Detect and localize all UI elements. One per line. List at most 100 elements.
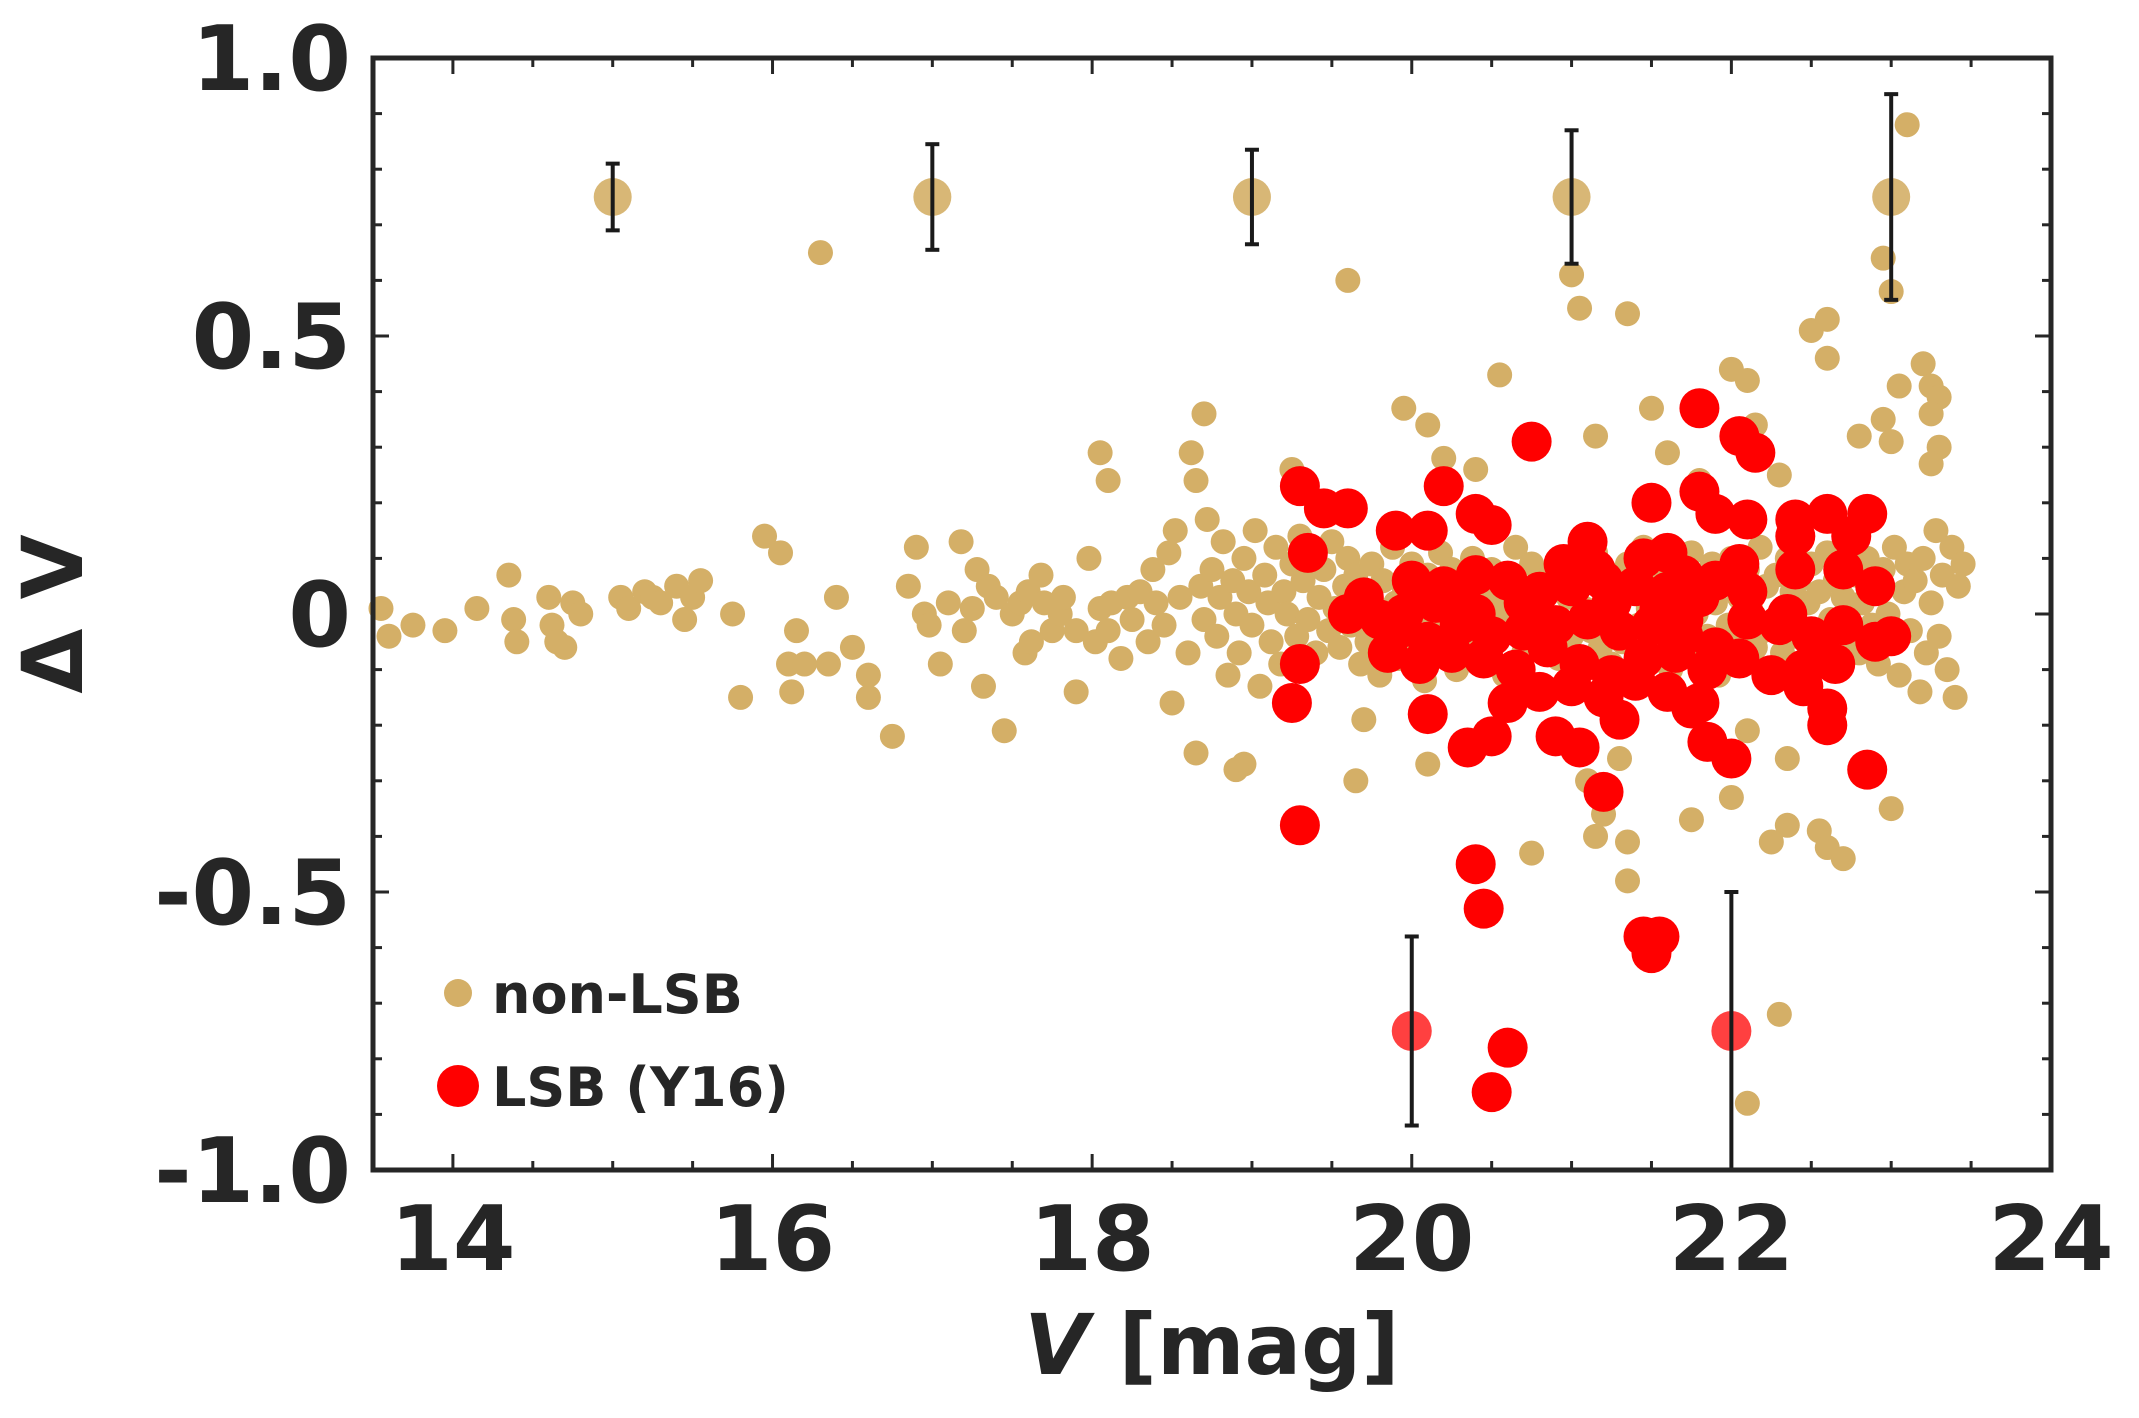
non-lsb-point	[1327, 634, 1353, 660]
legend-label-non-lsb: non-LSB	[492, 963, 743, 1026]
lsb-point	[1431, 632, 1472, 673]
non-lsb-point	[1191, 401, 1217, 427]
non-lsb-point	[1087, 440, 1113, 466]
non-lsb-point	[672, 607, 698, 633]
lsb-point	[1855, 566, 1896, 607]
non-lsb-point	[1263, 534, 1289, 560]
non-lsb-point	[1415, 412, 1441, 438]
x-tick-label: 22	[1669, 1187, 1794, 1292]
lsb-point	[1599, 699, 1640, 740]
lsb-point	[1511, 421, 1552, 462]
lsb-point	[1727, 599, 1768, 640]
non-lsb-point	[855, 662, 881, 688]
lsb-point	[1719, 543, 1760, 584]
non-lsb-point	[1290, 568, 1316, 594]
non-lsb-point	[648, 590, 674, 616]
lsb-point	[1375, 510, 1416, 551]
non-lsb-point	[1894, 112, 1920, 138]
tick-labels: 14 16 18 20 22 24 1.0 0.5 0 -0.5 -1.0	[154, 7, 2113, 1292]
non-lsb-point	[1918, 451, 1944, 477]
lsb-point	[1847, 749, 1888, 790]
non-lsb-point	[1119, 607, 1145, 633]
non-lsb-point	[568, 601, 594, 627]
non-lsb-point	[1615, 301, 1641, 327]
x-axis-label-variable: V	[1024, 1296, 1095, 1394]
lsb-point	[1591, 582, 1632, 623]
lsb-point	[1775, 549, 1816, 590]
lsb-point	[1695, 493, 1736, 534]
non-lsb-point	[1583, 823, 1609, 849]
non-lsb-point	[903, 534, 929, 560]
plot-frame	[370, 55, 2054, 1173]
non-lsb-point	[855, 684, 881, 710]
non-lsb-point	[464, 595, 490, 621]
non-lsb-point	[501, 607, 527, 633]
non-lsb-point	[1343, 768, 1369, 794]
non-lsb-point	[1295, 607, 1321, 633]
lsb-point	[1631, 482, 1672, 523]
lsb-point	[1799, 627, 1840, 668]
non-lsb-point	[1814, 306, 1840, 332]
lsb-point	[1367, 632, 1408, 673]
non-lsb-point	[783, 618, 809, 644]
non-lsb-point	[839, 634, 865, 660]
non-lsb-point	[1463, 456, 1489, 482]
non-lsb-point	[1271, 579, 1297, 605]
non-lsb-point	[1519, 840, 1545, 866]
non-lsb-point	[1907, 679, 1933, 705]
non-lsb-point	[1734, 718, 1760, 744]
y-tick-label: 0	[288, 563, 351, 668]
lsb-point	[1471, 1072, 1512, 1113]
non-lsb-point	[1734, 367, 1760, 393]
non-lsb-point	[1942, 684, 1968, 710]
non-lsb-point	[1223, 757, 1249, 783]
non-lsb-point	[536, 584, 562, 610]
non-lsb-point	[1870, 406, 1896, 432]
lsb-point	[1543, 543, 1584, 584]
lsb-point	[1831, 516, 1872, 557]
non-lsb-point	[1487, 362, 1513, 388]
non-lsb-point	[991, 718, 1017, 744]
non-lsb-point	[552, 634, 578, 660]
lsb-point	[1663, 599, 1704, 640]
lsb-point	[1343, 577, 1384, 618]
non-lsb-point	[1140, 557, 1166, 583]
non-lsb-point	[1095, 468, 1121, 494]
non-lsb-point	[1431, 445, 1457, 471]
non-lsb-point	[1028, 562, 1054, 588]
non-lsb-point	[1167, 584, 1193, 610]
non-lsb-point	[1231, 545, 1257, 571]
lsb-point	[1559, 727, 1600, 768]
lsb-point	[1655, 632, 1696, 673]
lsb-point	[1463, 638, 1504, 679]
lsb-point	[1583, 771, 1624, 812]
non-lsb-point	[1774, 746, 1800, 772]
non-lsb-point	[1830, 584, 1856, 610]
non-lsb-point	[376, 623, 402, 649]
non-lsb-point	[1335, 267, 1361, 293]
non-lsb-point	[1718, 784, 1744, 810]
non-lsb-point	[1615, 829, 1641, 855]
non-lsb-point	[1095, 618, 1121, 644]
lsb-point	[1735, 432, 1776, 473]
lsb-point	[1415, 582, 1456, 623]
non-lsb-point	[823, 584, 849, 610]
x-tick-label: 16	[710, 1187, 835, 1292]
x-tick-label: 18	[1030, 1187, 1155, 1292]
non-lsb-point	[1050, 584, 1076, 610]
non-lsb-point	[1559, 262, 1585, 288]
lsb-point	[1399, 644, 1440, 685]
non-lsb-point	[688, 568, 714, 594]
non-lsb-point	[1108, 645, 1134, 671]
lsb-point	[1279, 644, 1320, 685]
non-lsb-point	[1018, 629, 1044, 655]
y-tick-label: -0.5	[154, 841, 351, 946]
non-lsb-point	[1878, 796, 1904, 822]
lsb-point	[1631, 933, 1672, 974]
non-lsb-point	[1583, 423, 1609, 449]
lsb-point	[1687, 649, 1728, 690]
non-lsb-point	[1258, 629, 1284, 655]
non-lsb-point	[1247, 673, 1273, 699]
